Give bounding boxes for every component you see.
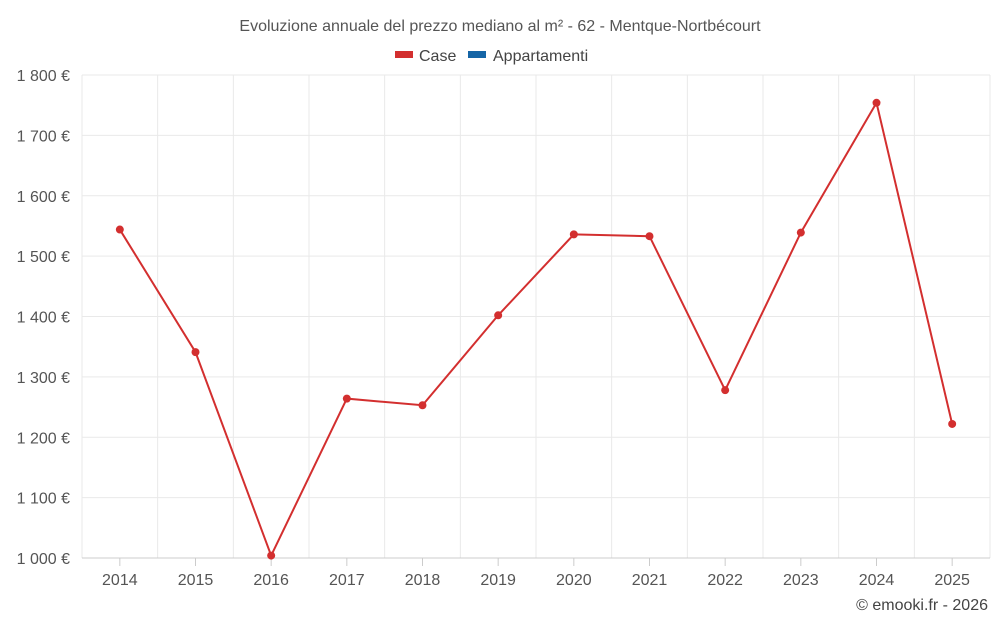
legend-label-appartamenti: Appartamenti <box>493 48 588 65</box>
legend-label-case: Case <box>419 48 456 65</box>
x-tick-label: 2025 <box>934 572 970 589</box>
data-point-case[interactable] <box>645 232 654 241</box>
data-point-case[interactable] <box>418 401 427 410</box>
x-tick-label: 2021 <box>632 572 668 589</box>
y-tick-label: 1 500 € <box>17 249 70 266</box>
data-point-case[interactable] <box>342 394 351 403</box>
x-tick-label: 2016 <box>253 572 289 589</box>
y-tick-label: 1 100 € <box>17 491 70 508</box>
y-tick-label: 1 200 € <box>17 430 70 447</box>
data-point-case[interactable] <box>721 386 730 395</box>
x-tick-label: 2014 <box>102 572 138 589</box>
credit-text: © emooki.fr - 2026 <box>856 597 988 614</box>
x-tick-label: 2022 <box>707 572 743 589</box>
legend: Case Appartamenti <box>395 48 588 65</box>
x-tick-label: 2017 <box>329 572 365 589</box>
chart-title: Evoluzione annuale del prezzo mediano al… <box>239 18 761 35</box>
y-tick-label: 1 700 € <box>17 128 70 145</box>
y-tick-label: 1 600 € <box>17 189 70 206</box>
y-tick-label: 1 300 € <box>17 370 70 387</box>
legend-item-appartamenti[interactable]: Appartamenti <box>468 48 588 65</box>
legend-swatch-case <box>395 51 413 58</box>
x-tick-label: 2018 <box>405 572 441 589</box>
data-point-case[interactable] <box>267 551 276 560</box>
x-tick-label: 2023 <box>783 572 819 589</box>
data-point-case[interactable] <box>191 348 200 357</box>
data-point-case[interactable] <box>796 228 805 237</box>
x-tick-label: 2024 <box>859 572 895 589</box>
data-point-case[interactable] <box>569 230 578 239</box>
data-point-case[interactable] <box>494 311 503 320</box>
x-tick-label: 2015 <box>178 572 214 589</box>
y-axis-ticks: 1 000 € 1 100 € 1 200 € 1 300 € 1 400 € 1 500… <box>17 68 70 568</box>
series-case <box>115 98 957 560</box>
series-line-case <box>118 100 954 559</box>
y-tick-label: 1 000 € <box>17 551 70 568</box>
data-point-case[interactable] <box>948 419 957 428</box>
x-axis-ticks: 2014 2015 2016 2017 2018 2019 2020 2021 2022 2023… <box>102 558 970 589</box>
y-tick-label: 1 400 € <box>17 310 70 327</box>
horizontal-gridlines <box>82 74 990 499</box>
legend-swatch-appartamenti <box>468 51 486 58</box>
data-point-case[interactable] <box>872 98 881 107</box>
data-point-case[interactable] <box>115 225 124 234</box>
x-tick-label: 2019 <box>480 572 516 589</box>
y-tick-label: 1 800 € <box>17 68 70 85</box>
legend-item-case[interactable]: Case <box>395 48 456 65</box>
x-tick-label: 2020 <box>556 572 592 589</box>
